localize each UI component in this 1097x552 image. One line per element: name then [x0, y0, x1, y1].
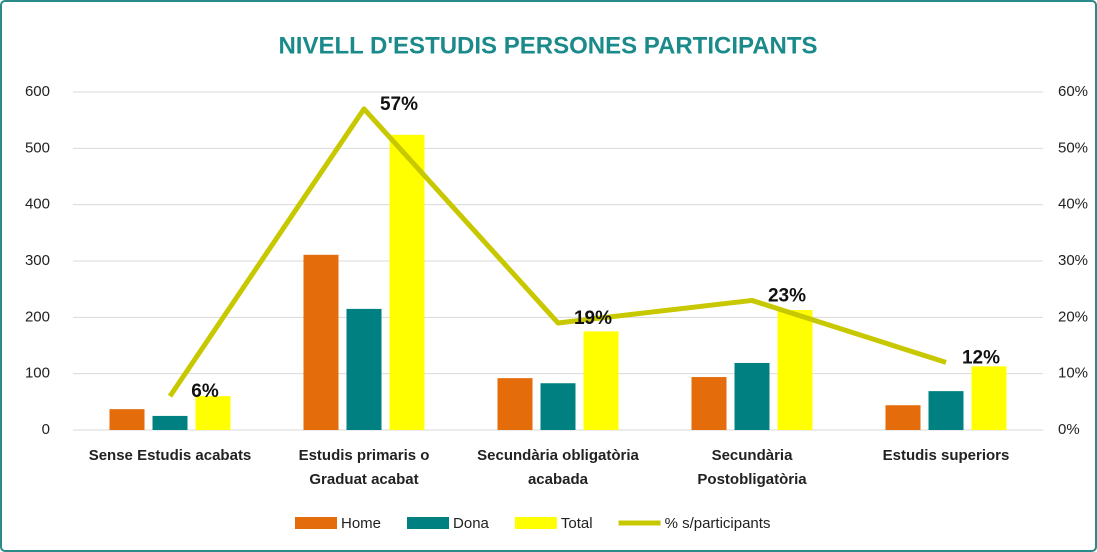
- data-label: 57%: [380, 94, 418, 115]
- legend-label: Total: [561, 515, 593, 532]
- y-tick-label: 600: [25, 83, 50, 100]
- bar: [389, 134, 425, 430]
- x-tick-label: Postobligatòria: [697, 471, 807, 488]
- x-tick-label: Secundària obligatòria: [477, 447, 639, 464]
- y2-tick-label: 40%: [1058, 196, 1088, 213]
- bar: [540, 383, 576, 430]
- y2-tick-label: 10%: [1058, 365, 1088, 382]
- data-label: 12%: [962, 347, 1000, 368]
- data-label: 6%: [191, 381, 219, 402]
- data-label: 23%: [768, 285, 806, 306]
- y2-tick-label: 0%: [1058, 421, 1080, 438]
- bar: [971, 366, 1007, 430]
- bar: [346, 308, 382, 430]
- chart-title: NIVELL D'ESTUDIS PERSONES PARTICIPANTS: [278, 32, 817, 59]
- y2-tick-label: 50%: [1058, 139, 1088, 156]
- y-tick-label: 200: [25, 308, 50, 325]
- legend-label: % s/participants: [665, 515, 771, 532]
- bar: [885, 405, 921, 430]
- bar: [303, 254, 339, 430]
- x-tick-label: Estudis primaris o: [299, 447, 430, 464]
- x-tick-label: acabada: [528, 471, 589, 488]
- y-tick-label: 400: [25, 196, 50, 213]
- bar: [583, 331, 619, 430]
- legend-swatch: [295, 517, 337, 529]
- x-tick-label: Graduat acabat: [309, 471, 418, 488]
- line: [167, 106, 947, 398]
- x-tick-label: Estudis superiors: [883, 447, 1010, 464]
- bar: [928, 391, 964, 430]
- y2-tick-label: 30%: [1058, 252, 1088, 269]
- bar: [152, 415, 188, 430]
- legend-swatch: [407, 517, 450, 529]
- y-tick-label: 100: [25, 365, 50, 382]
- x-tick-label: Secundària: [712, 447, 794, 464]
- bar: [777, 310, 813, 430]
- y-tick-label: 300: [25, 252, 50, 269]
- bar: [195, 396, 231, 430]
- y2-tick-label: 20%: [1058, 308, 1088, 325]
- data-label: 19%: [574, 308, 612, 329]
- y2-tick-label: 60%: [1058, 83, 1088, 100]
- y-tick-label: 500: [25, 139, 50, 156]
- bar: [109, 409, 145, 430]
- bar: [691, 377, 727, 430]
- y-tick-label: 0: [42, 421, 50, 438]
- bar: [497, 378, 533, 430]
- legend-label: Home: [341, 515, 381, 532]
- legend-label: Dona: [453, 515, 490, 532]
- bar: [734, 362, 770, 430]
- legend-swatch: [514, 517, 557, 529]
- x-tick-label: Sense Estudis acabats: [89, 447, 252, 464]
